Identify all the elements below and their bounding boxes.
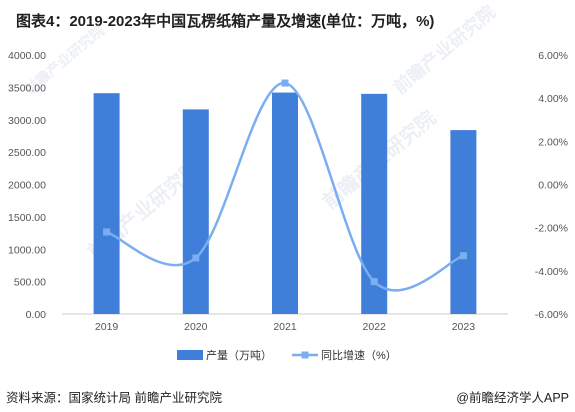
x-axis-tick-label: 2020	[184, 321, 208, 333]
bar	[361, 93, 388, 314]
growth-point	[370, 278, 378, 286]
growth-point	[103, 228, 111, 236]
bar	[182, 109, 209, 314]
legend: 产量（万吨） 同比增速（%）	[177, 348, 397, 362]
left-axis-tick-label: 4000.00	[8, 50, 46, 62]
left-axis-ticks: 0.00 500.00 1000.00 1500.00 2000.00 2500.00 30…	[8, 50, 46, 321]
x-axis-tick-label: 2023	[452, 321, 476, 333]
bar	[272, 92, 298, 315]
right-axis-tick-label: 6.00%	[538, 50, 568, 62]
left-axis-tick-label: 1500.00	[8, 212, 46, 224]
legend-bar-label: 产量（万吨）	[206, 348, 272, 362]
bar-series	[93, 92, 477, 315]
left-axis-tick-label: 1000.00	[8, 244, 46, 256]
line-series	[103, 79, 467, 292]
bar	[93, 93, 120, 314]
x-axis-tick-label: 2022	[363, 321, 387, 333]
growth-point	[192, 254, 200, 262]
right-axis-tick-label: 2.00%	[538, 136, 568, 148]
left-axis-tick-label: 2000.00	[8, 180, 46, 192]
x-axis-tick-label: 2019	[95, 321, 119, 333]
x-axis-tick-label: 2021	[273, 321, 297, 333]
left-axis-tick-label: 3500.00	[8, 82, 46, 94]
legend-line-marker	[301, 351, 309, 359]
chart-title: 图表4：2019-2023年中国瓦楞纸箱产量及增速(单位：万吨，%)	[16, 13, 435, 30]
watermark-text: 前瞻产业研究院	[389, 1, 499, 98]
growth-point	[459, 252, 467, 260]
right-axis-tick-label: -4.00%	[535, 266, 568, 278]
legend-bar-swatch	[177, 350, 203, 360]
left-axis-tick-label: 0.00	[26, 309, 47, 321]
left-axis-tick-label: 3000.00	[8, 115, 46, 127]
growth-point	[281, 79, 289, 87]
bar	[450, 130, 477, 314]
legend-line-label: 同比增速（%）	[321, 348, 397, 362]
left-axis-tick-label: 500.00	[14, 277, 46, 289]
right-axis-ticks: -6.00% -4.00% -2.00% 0.00% 2.00% 4.00% 6.00%	[535, 50, 568, 321]
right-axis-tick-label: 0.00%	[538, 180, 568, 192]
brand-label: @前瞻经济学人APP	[456, 391, 569, 405]
x-axis-ticks: 2019 2020 2021 2022 2023	[95, 321, 475, 333]
left-axis-tick-label: 2500.00	[8, 147, 46, 159]
right-axis-tick-label: -2.00%	[535, 223, 568, 235]
source-note: 资料来源：国家统计局 前瞻产业研究院	[6, 391, 222, 405]
right-axis-tick-label: -6.00%	[535, 309, 568, 321]
watermark-group: 前瞻产业研究院前瞻产业研究院前瞻产业研究院前瞻产业研究院	[22, 1, 499, 264]
right-axis-tick-label: 4.00%	[538, 93, 568, 105]
